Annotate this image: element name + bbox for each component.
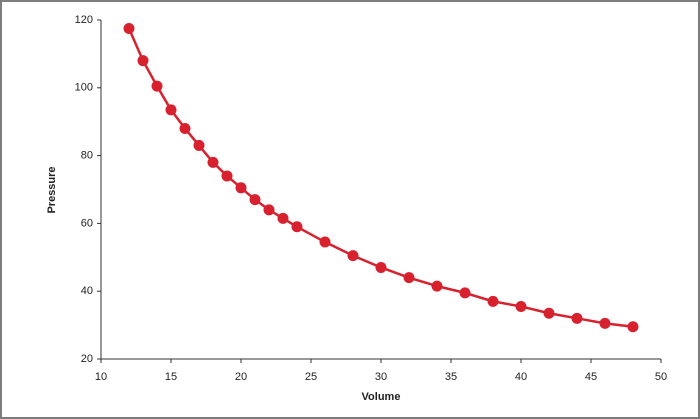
y-tick-label: 40	[81, 285, 93, 297]
x-tick-label: 35	[445, 371, 457, 383]
x-tick-label: 50	[655, 371, 667, 383]
x-tick-label: 40	[515, 371, 527, 383]
data-point	[431, 280, 443, 292]
x-tick-label: 20	[235, 371, 247, 383]
data-point	[207, 156, 219, 168]
data-point	[291, 221, 303, 233]
data-point	[235, 182, 247, 194]
data-point	[249, 194, 261, 206]
x-axis-title: Volume	[362, 391, 401, 403]
x-tick-label: 25	[305, 371, 317, 383]
data-point	[151, 80, 163, 92]
data-point	[543, 307, 555, 319]
data-point	[277, 212, 289, 224]
data-point	[263, 204, 275, 216]
x-tick-label: 15	[165, 371, 177, 383]
x-tick-label: 10	[95, 371, 107, 383]
y-tick-label: 100	[75, 82, 93, 94]
data-point	[193, 139, 205, 151]
data-point	[347, 250, 359, 262]
data-point	[123, 22, 135, 34]
data-point	[319, 236, 331, 248]
data-point	[627, 321, 639, 333]
x-tick-label: 30	[375, 371, 387, 383]
y-tick-label: 80	[81, 150, 93, 162]
y-tick-label: 120	[75, 14, 93, 26]
y-axis-title: Pressure	[46, 166, 58, 213]
data-point	[459, 287, 471, 299]
data-point	[571, 312, 583, 324]
data-point	[375, 261, 387, 273]
data-point	[599, 317, 611, 329]
data-point	[403, 272, 415, 284]
data-point	[221, 170, 233, 182]
data-point	[179, 122, 191, 134]
data-point	[515, 300, 527, 312]
y-tick-label: 20	[81, 353, 93, 365]
data-point	[137, 55, 149, 67]
data-point	[487, 295, 499, 307]
data-point	[165, 104, 177, 116]
y-tick-label: 60	[81, 217, 93, 229]
x-tick-label: 45	[585, 371, 597, 383]
